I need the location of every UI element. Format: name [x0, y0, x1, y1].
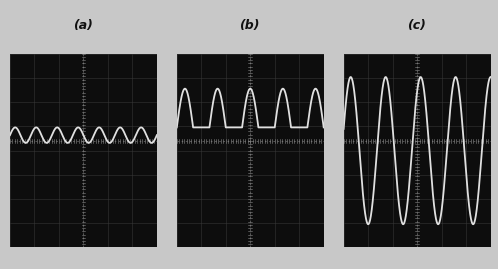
Text: (b): (b) [239, 19, 259, 32]
Text: (a): (a) [73, 19, 93, 32]
Text: (c): (c) [407, 19, 426, 32]
